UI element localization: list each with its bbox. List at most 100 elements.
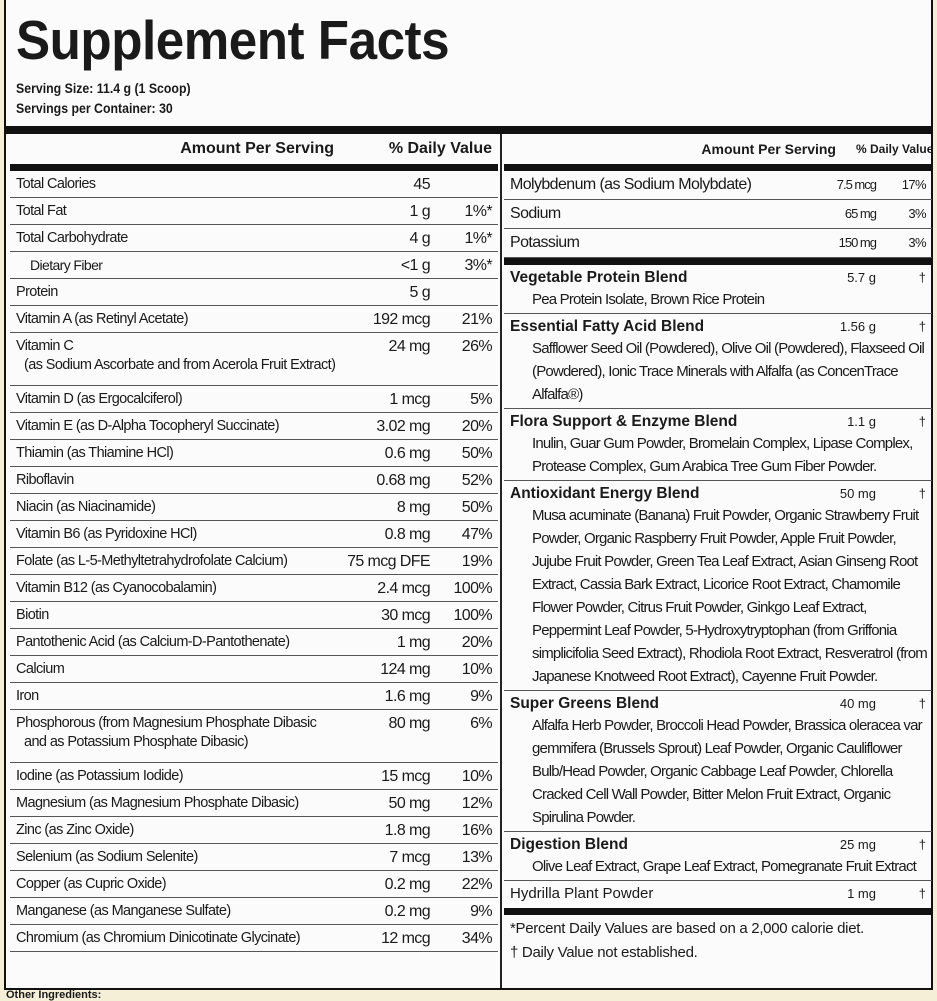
nutrient-amount: 124 mg: [380, 661, 430, 678]
nutrient-daily-value: 3%: [908, 235, 926, 250]
nutrient-daily-value: 26%: [461, 338, 493, 355]
nutrient-source: (as Sodium Ascorbate and from Acerola Fr…: [24, 357, 336, 373]
nutrient-row: Molybdenum (as Sodium Molybdate) 7.5 mcg 1…: [504, 171, 932, 200]
nutrient-amount: 1 mcg: [389, 391, 430, 408]
nutrient-daily-value: 1%*: [464, 230, 492, 247]
blend-ingredients: Safflower Seed Oil (Powdered), Olive Oil…: [532, 340, 925, 403]
nutrient-daily-value: 9%: [470, 903, 493, 920]
supplement-facts-label: Supplement Facts Serving Size: 11.4 g (1…: [4, 0, 933, 990]
nutrient-daily-value: 50%: [461, 499, 493, 516]
nutrient-name: Vitamin C (as Sodium Ascorbate and from A…: [16, 337, 336, 375]
nutrient-name: Thiamin (as Thiamine HCl): [16, 444, 336, 463]
nutrient-amount: 192 mcg: [372, 311, 431, 328]
nutrient-name: Chromium (as Chromium Dinicotinate Glyci…: [16, 929, 336, 948]
blend-section: Flora Support & Enzyme Blend 1.1 g † Inulin…: [504, 409, 932, 481]
blend-ingredients: Olive Leaf Extract, Grape Leaf Extract, …: [532, 858, 917, 875]
nutrient-name-text: Manganese (as Manganese Sulfate): [16, 903, 231, 919]
blend-ingredients: Musa acuminate (Banana) Fruit Powder, Or…: [532, 507, 928, 685]
nutrient-daily-value: 16%: [461, 822, 493, 839]
nutrient-name: Folate (as L-5-Methyltetrahydrofolate Ca…: [16, 552, 336, 571]
nutrient-row: Iodine (as Potassium Iodide) 15 mcg 10%: [10, 763, 498, 790]
nutrient-name-text: Biotin: [16, 607, 49, 623]
label-title: Supplement Facts: [16, 9, 450, 71]
nutrient-amount: 4 g: [409, 230, 431, 247]
nutrient-row: Biotin 30 mcg 100%: [10, 602, 498, 629]
nutrient-name: Dietary Fiber: [16, 256, 336, 275]
blend-daily-value: †: [918, 837, 926, 852]
nutrient-amount: 15 mcg: [381, 768, 430, 785]
nutrient-row: Total Carbohydrate 4 g 1%*: [10, 225, 498, 252]
nutrient-amount: 75 mcg DFE: [347, 553, 431, 570]
nutrient-name: Niacin (as Niacinamide): [16, 498, 336, 517]
nutrient-name: Copper (as Cupric Oxide): [16, 875, 336, 894]
nutrient-name-text: Thiamin (as Thiamine HCl): [16, 445, 174, 461]
table-header: Amount Per Serving % Daily Value: [504, 134, 934, 171]
nutrient-amount: 5 g: [409, 284, 431, 301]
nutrient-amount: 80 mg: [388, 715, 431, 732]
nutrient-name: Potassium: [510, 234, 580, 251]
nutrient-row: Vitamin B12 (as Cyanocobalamin) 2.4 mcg 10…: [10, 575, 498, 602]
nutrient-row: Zinc (as Zinc Oxide) 1.8 mg 16%: [10, 817, 498, 844]
column-divider: [500, 134, 502, 988]
nutrient-name-text: Magnesium (as Magnesium Phosphate Dibasi…: [16, 795, 299, 811]
blend-amount: 25 mg: [839, 837, 876, 852]
nutrient-amount: 7 mcg: [389, 849, 430, 866]
nutrient-amount: 3.02 mg: [376, 418, 430, 435]
nutrient-name-text: Phosphorous (from Magnesium Phosphate Di…: [16, 715, 317, 731]
blend-name: Digestion Blend: [510, 836, 628, 853]
nutrient-name-text: Vitamin A (as Retinyl Acetate): [16, 311, 189, 327]
nutrient-amount: 1.8 mg: [384, 822, 431, 839]
nutrient-row: Vitamin E (as D-Alpha Tocopheryl Succina…: [10, 413, 498, 440]
nutrient-name: Total Carbohydrate: [16, 229, 336, 248]
nutrient-daily-value: 12%: [461, 795, 493, 812]
nutrient-amount: 65 mg: [844, 206, 877, 221]
nutrient-name-text: Vitamin B12 (as Cyanocobalamin): [16, 580, 217, 596]
nutrient-daily-value: 1%*: [464, 203, 492, 220]
nutrient-name: Total Fat: [16, 202, 336, 221]
nutrient-name: Calcium: [16, 660, 336, 679]
nutrient-name: Vitamin D (as Ergocalciferol): [16, 390, 336, 409]
nutrient-name-text: Folate (as L-5-Methyltetrahydrofolate Ca…: [16, 553, 288, 569]
nutrient-name: Sodium: [510, 205, 561, 222]
nutrient-amount: 12 mcg: [381, 930, 430, 947]
blend-ingredients: Alfalfa Herb Powder, Broccoli Head Powde…: [532, 717, 923, 826]
nutrient-row: Dietary Fiber <1 g 3%*: [10, 252, 498, 279]
nutrient-amount: 1 mg: [396, 634, 431, 651]
nutrient-amount: 7.5 mcg: [836, 177, 877, 192]
blend-amount: 40 mg: [839, 696, 876, 711]
nutrient-row: Calcium 124 mg 10%: [10, 656, 498, 683]
nutrient-row: Vitamin B6 (as Pyridoxine HCl) 0.8 mg 47%: [10, 521, 498, 548]
nutrient-daily-value: 3%: [908, 206, 926, 221]
nutrient-name: Vitamin E (as D-Alpha Tocopheryl Succina…: [16, 417, 336, 436]
nutrient-amount: 1.6 mg: [384, 688, 431, 705]
nutrient-amount: 150 mg: [838, 235, 877, 250]
nutrient-name-text: Dietary Fiber: [30, 257, 103, 273]
nutrient-daily-value: 3%*: [464, 257, 492, 274]
blend-daily-value: †: [918, 414, 926, 429]
nutrient-row: Vitamin C (as Sodium Ascorbate and from A…: [10, 333, 498, 386]
nutrient-name: Biotin: [16, 606, 336, 625]
nutrient-daily-value: 20%: [461, 634, 493, 651]
nutrient-daily-value: 19%: [461, 553, 493, 570]
nutrient-amount: 2.4 mcg: [377, 580, 430, 597]
nutrient-name-text: Niacin (as Niacinamide): [16, 499, 156, 515]
blend-daily-value: †: [918, 319, 926, 334]
header-daily-value: % Daily Value: [856, 142, 934, 156]
nutrient-row: Magnesium (as Magnesium Phosphate Dibasi…: [10, 790, 498, 817]
nutrient-daily-value: 34%: [461, 930, 493, 947]
nutrient-daily-value: 21%: [461, 311, 493, 328]
blend-amount: 1.1 g: [847, 414, 876, 429]
serving-size: Serving Size: 11.4 g (1 Scoop): [16, 80, 191, 96]
nutrient-daily-value: 17%: [901, 177, 927, 192]
nutrient-name: Total Calories: [16, 175, 336, 194]
header-amount: Amount Per Serving: [180, 140, 334, 157]
blend-daily-value: †: [918, 696, 926, 711]
nutrient-name-text: Copper (as Cupric Oxide): [16, 876, 167, 892]
blend-section: Antioxidant Energy Blend 50 mg † Musa acumi…: [504, 481, 932, 691]
nutrient-amount: 0.6 mg: [384, 445, 431, 462]
nutrient-daily-value: 5%: [470, 391, 493, 408]
nutrient-row: Pantothenic Acid (as Calcium-D-Pantothen…: [10, 629, 498, 656]
nutrient-daily-value: 47%: [461, 526, 493, 543]
nutrient-name: Molybdenum (as Sodium Molybdate): [510, 176, 752, 193]
nutrient-name-text: Total Calories: [16, 176, 96, 192]
